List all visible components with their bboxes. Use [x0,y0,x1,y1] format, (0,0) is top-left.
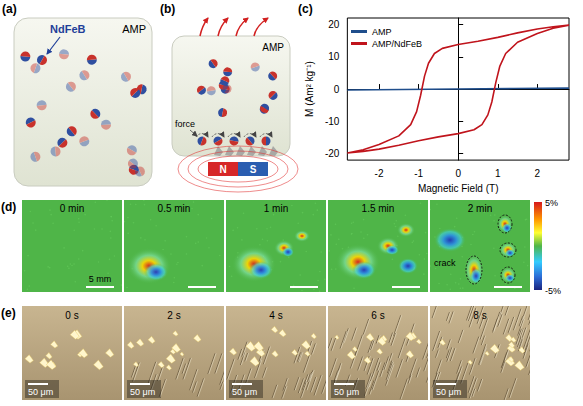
svg-text:-1: -1 [414,168,423,179]
svg-text:AMP: AMP [372,27,392,37]
svg-text:N: N [219,164,226,175]
svg-text:0 s: 0 s [65,310,78,321]
svg-text:5%: 5% [545,198,558,208]
svg-text:0.5 min: 0.5 min [158,203,191,214]
svg-text:(a): (a) [2,2,17,16]
svg-text:2 min: 2 min [468,203,492,214]
svg-text:(d): (d) [1,200,16,214]
svg-text:1.5 min: 1.5 min [362,203,395,214]
svg-text:(b): (b) [160,2,175,16]
svg-text:50 μm: 50 μm [334,387,359,397]
svg-text:50 μm: 50 μm [436,387,461,397]
svg-text:AMP/NdFeB: AMP/NdFeB [372,39,422,49]
svg-text:4 s: 4 s [269,310,282,321]
svg-text:Magnetic Field (T): Magnetic Field (T) [418,183,499,194]
svg-text:0 min: 0 min [60,203,84,214]
svg-text:S: S [250,164,257,175]
svg-text:1: 1 [495,168,501,179]
svg-text:(e): (e) [1,306,16,320]
svg-text:-5%: -5% [545,286,561,296]
svg-text:NdFeB: NdFeB [50,23,86,35]
svg-text:50 μm: 50 μm [28,387,53,397]
svg-text:-2: -2 [375,168,384,179]
svg-text:5 mm: 5 mm [89,274,112,284]
svg-text:2: 2 [535,168,541,179]
svg-text:(c): (c) [298,2,313,16]
svg-text:1 min: 1 min [264,203,288,214]
svg-text:2 s: 2 s [167,310,180,321]
svg-text:6 s: 6 s [371,310,384,321]
svg-text:force: force [175,119,195,129]
svg-text:-20: -20 [325,148,340,159]
svg-text:crack: crack [434,258,456,268]
svg-text:50 μm: 50 μm [130,387,155,397]
svg-text:AMP: AMP [122,23,146,35]
svg-text:M (Am² kg⁻¹): M (Am² kg⁻¹) [304,61,315,117]
svg-text:8 s: 8 s [473,310,486,321]
svg-text:AMP: AMP [262,42,284,53]
svg-text:0: 0 [334,84,340,95]
svg-text:10: 10 [328,51,340,62]
svg-text:50 μm: 50 μm [232,387,257,397]
svg-text:-10: -10 [325,116,340,127]
svg-text:20: 20 [328,19,340,30]
svg-text:0: 0 [455,168,461,179]
